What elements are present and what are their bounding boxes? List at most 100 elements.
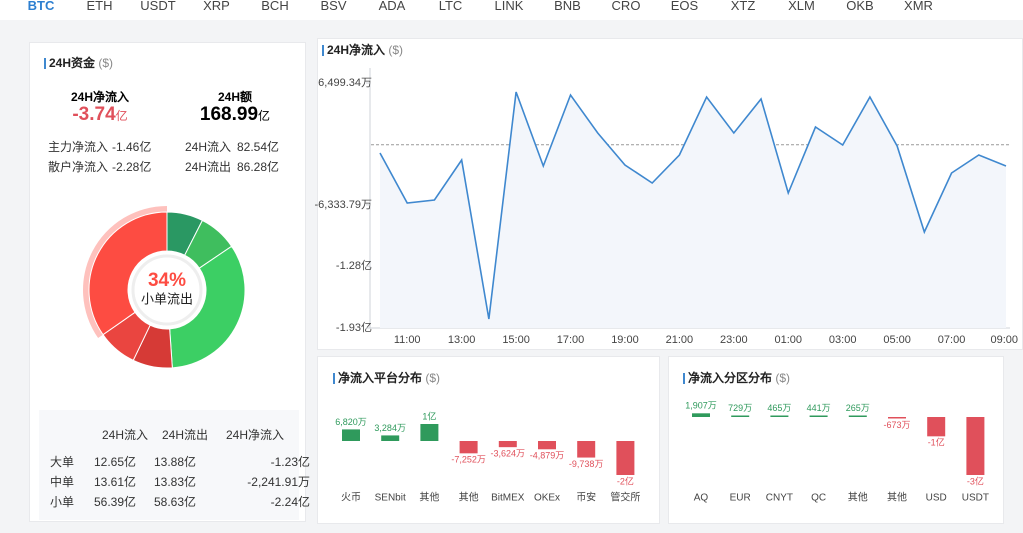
x-tick-label: SENbit bbox=[375, 493, 406, 504]
x-tick-label: OKEx bbox=[534, 493, 560, 504]
tab[interactable]: CRO bbox=[611, 0, 641, 13]
area bbox=[380, 92, 1006, 328]
x-tick-label: USDT bbox=[962, 493, 989, 504]
center-disc bbox=[131, 254, 203, 326]
tab[interactable]: ETH bbox=[86, 0, 113, 13]
cell: 13.83亿 bbox=[153, 475, 197, 489]
tab[interactable]: XTZ bbox=[730, 0, 756, 13]
value-label: 3,284万 bbox=[374, 423, 406, 433]
x-tick-label: 15:00 bbox=[502, 334, 530, 346]
tab[interactable]: BSV bbox=[320, 0, 347, 13]
x-tick-label: 其他 bbox=[459, 491, 479, 504]
zone-panel bbox=[668, 356, 1004, 524]
bar bbox=[420, 424, 439, 441]
unit: ($) bbox=[775, 371, 791, 385]
bar bbox=[809, 415, 828, 417]
column-header: 24H流入 bbox=[101, 428, 148, 442]
row-value: -2.28亿 bbox=[112, 160, 152, 174]
x-tick-label: 19:00 bbox=[611, 334, 639, 346]
x-tick-label: 23:00 bbox=[720, 334, 748, 346]
row-label: 24H流出 bbox=[185, 160, 232, 174]
cell: 12.65亿 bbox=[93, 455, 137, 469]
value-label: 1,907万 bbox=[685, 401, 717, 411]
cell: -1.23亿 bbox=[270, 455, 310, 469]
bar bbox=[888, 417, 906, 419]
volume-label: 24H额 bbox=[217, 90, 252, 104]
value-label: -3,624万 bbox=[491, 449, 526, 459]
tab[interactable]: BTC bbox=[27, 0, 55, 13]
tab[interactable]: EOS bbox=[670, 0, 699, 13]
bar bbox=[616, 441, 635, 475]
tab[interactable]: BCH bbox=[261, 0, 289, 13]
bar bbox=[459, 441, 478, 454]
unit: ($) bbox=[98, 56, 114, 70]
title-text: 净流入分区分布 bbox=[688, 371, 773, 385]
flow-table-bg bbox=[39, 410, 299, 520]
line-title: 24H净流入 ($) bbox=[322, 44, 403, 56]
row-label: 小单 bbox=[50, 495, 75, 509]
x-tick-label: 09:00 bbox=[990, 334, 1018, 346]
net-value-box: -3.74亿 bbox=[50, 104, 150, 126]
tab[interactable]: USDT bbox=[140, 0, 176, 13]
title-text: 24H资金 bbox=[49, 56, 96, 70]
x-tick-label: 管交所 bbox=[610, 491, 640, 504]
tab[interactable]: XMR bbox=[904, 0, 933, 13]
tab[interactable]: XLM bbox=[788, 0, 815, 13]
bar bbox=[692, 413, 710, 417]
value-label: 729万 bbox=[728, 403, 752, 413]
row-value: 86.28亿 bbox=[237, 160, 280, 174]
x-tick-label: BitMEX bbox=[491, 493, 525, 504]
x-tick-label: AQ bbox=[694, 493, 709, 504]
y-tick-label: -1.93亿 bbox=[336, 321, 372, 334]
bar bbox=[731, 415, 750, 417]
row-label: 中单 bbox=[50, 475, 75, 489]
x-tick-label: 17:00 bbox=[557, 334, 585, 346]
x-tick-label: 11:00 bbox=[394, 334, 421, 346]
zone-title: 净流入分区分布 ($) bbox=[683, 371, 791, 385]
pie-slice bbox=[169, 245, 246, 369]
column-header: 24H流出 bbox=[161, 428, 208, 442]
tab-bar: BTC ETH USDT XRP BCH BSV ADA LTC LINK BNB CRO EOS XT… bbox=[0, 0, 1023, 20]
tab[interactable]: LINK bbox=[494, 0, 524, 13]
x-tick-label: 其他 bbox=[848, 491, 868, 504]
value-label: -3亿 bbox=[967, 475, 984, 486]
column-header: 24H净流入 bbox=[225, 428, 284, 442]
tab[interactable]: ADA bbox=[378, 0, 406, 13]
x-tick-label: QC bbox=[811, 493, 826, 504]
bar bbox=[966, 417, 985, 475]
x-tick-label: 其他 bbox=[887, 491, 907, 504]
title-text: 净流入平台分布 bbox=[338, 371, 423, 385]
net-label: 24H净流入 bbox=[70, 90, 129, 104]
tab[interactable]: OKB bbox=[846, 0, 874, 13]
net-unit: 亿 bbox=[115, 109, 128, 123]
tab[interactable]: LTC bbox=[438, 0, 463, 13]
tab[interactable]: XRP bbox=[203, 0, 230, 13]
x-tick-label: EUR bbox=[730, 493, 751, 504]
y-tick-label: 6,499.34万 bbox=[318, 77, 372, 89]
x-tick-label: 03:00 bbox=[829, 334, 857, 346]
highlight-halo bbox=[83, 206, 167, 339]
cell: -2.24亿 bbox=[270, 495, 310, 509]
row-label: 主力净流入 bbox=[48, 140, 109, 154]
tab[interactable]: BNB bbox=[554, 0, 581, 13]
volume-unit: 亿 bbox=[258, 109, 271, 123]
bar bbox=[498, 441, 517, 448]
unit: ($) bbox=[425, 371, 441, 385]
bar bbox=[538, 441, 556, 450]
bar bbox=[381, 435, 400, 441]
row-label: 大单 bbox=[50, 455, 75, 469]
y-tick-label: -6,333.79万 bbox=[315, 199, 372, 211]
line bbox=[379, 91, 1007, 320]
x-tick-label: 其他 bbox=[419, 491, 439, 504]
volume-value: 168.99 bbox=[199, 104, 259, 125]
bar bbox=[342, 429, 360, 441]
x-tick-label: 07:00 bbox=[938, 334, 966, 346]
bar bbox=[848, 415, 867, 417]
pie-slice bbox=[88, 211, 168, 336]
cell: 58.63亿 bbox=[153, 495, 197, 509]
value-label: -1亿 bbox=[928, 437, 945, 448]
center-value: 34% bbox=[148, 270, 186, 291]
x-tick-label: 币安 bbox=[576, 491, 596, 504]
value-label: 265万 bbox=[846, 403, 870, 413]
